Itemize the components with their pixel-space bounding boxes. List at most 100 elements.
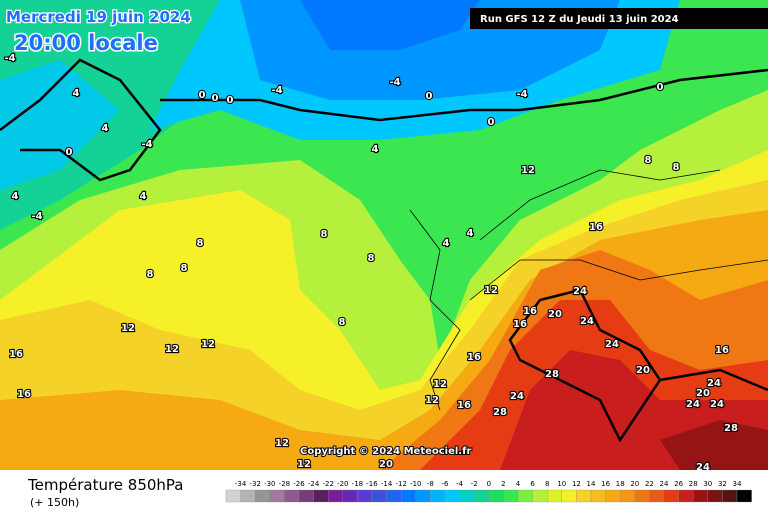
contour-label: 12 — [433, 379, 447, 390]
contour-label: 16 — [715, 345, 729, 356]
scale-label: -4 — [456, 480, 464, 488]
contour-label: 24 — [710, 399, 724, 410]
contour-label: 8 — [339, 317, 346, 328]
contour-label: 4 — [443, 238, 450, 249]
map-background — [0, 0, 768, 470]
scale-cell — [590, 489, 606, 503]
scale-cell — [517, 489, 533, 503]
scale-label: 0 — [487, 480, 491, 488]
contour-label: 16 — [9, 349, 23, 360]
color-scale: -34 -32 -30 -28 -26 -24 -22 -20 -18 -16 -14 -12 -10-… — [225, 480, 752, 503]
contour-label: 12 — [121, 323, 135, 334]
contour-label: 0 — [212, 93, 219, 104]
scale-cell — [722, 489, 738, 503]
scale-label: -34 — [235, 480, 247, 488]
contour-label: -4 — [4, 53, 15, 64]
contour-label: 12 — [275, 438, 289, 449]
contour-label: 0 — [66, 147, 73, 158]
contour-label: -4 — [141, 139, 152, 150]
scale-cell — [269, 489, 285, 503]
contour-labels: -4-4-4-4-4-40 0 0 0000444444488888888121212… — [3, 52, 739, 474]
contour-label: 12 — [201, 339, 215, 350]
contour-label: 4 — [12, 191, 19, 202]
lead-time: (+ 150h) — [30, 496, 79, 509]
scale-label: -22 — [322, 480, 333, 488]
scale-cell — [693, 489, 708, 503]
scale-cell — [649, 489, 665, 503]
contour-label: 24 — [707, 378, 721, 389]
contour-label: 16 — [523, 306, 537, 317]
scale-cell — [736, 489, 752, 503]
scale-cell — [371, 489, 387, 503]
scale-label: 8 — [545, 480, 549, 488]
contour-label: 0 — [657, 82, 664, 93]
scale-cell — [561, 489, 577, 503]
scale-label: 32 — [718, 480, 727, 488]
scale-cell — [415, 489, 431, 503]
contour-label: 8 — [197, 238, 204, 249]
scale-label: -14 — [381, 480, 393, 488]
scale-cell — [313, 489, 329, 503]
contour-label: 12 — [521, 165, 535, 176]
scale-cell — [284, 489, 300, 503]
scale-label: -30 — [264, 480, 275, 488]
scale-label: 14 — [587, 480, 596, 488]
scale-cell — [342, 489, 358, 503]
contour-label: 16 — [589, 222, 603, 233]
contour-label: 8 — [181, 263, 188, 274]
scale-label: 34 — [733, 480, 742, 488]
contour-label: 8 — [147, 269, 154, 280]
contour-label: 8 — [321, 229, 328, 240]
scale-cell — [357, 489, 373, 503]
contour-label: 4 — [102, 123, 109, 134]
contour-label: 12 — [425, 395, 439, 406]
scale-cell — [634, 489, 650, 503]
contour-label: 28 — [545, 369, 559, 380]
scale-label: 24 — [660, 480, 669, 488]
scale-label: -24 — [308, 480, 320, 488]
contour-label: 0 — [426, 91, 433, 102]
scale-label: -10 — [410, 480, 421, 488]
borders — [409, 169, 768, 411]
contour-label: 12 — [165, 344, 179, 355]
scale-cell — [444, 489, 460, 503]
scale-label: 2 — [501, 480, 505, 488]
contour-label: 24 — [510, 391, 524, 402]
run-box — [470, 8, 768, 29]
footer-title: Température 850hPa — [27, 476, 184, 494]
scale-label: -20 — [337, 480, 348, 488]
scale-label: -28 — [279, 480, 290, 488]
scale-label: -32 — [249, 480, 260, 488]
contour-label: -4 — [516, 89, 527, 100]
date: Mercredi 19 juin 2024 — [6, 8, 191, 26]
scale-label: 22 — [645, 480, 654, 488]
scale-label: -16 — [366, 480, 378, 488]
scale-label: 4 — [516, 480, 521, 488]
scale-cell — [386, 489, 402, 503]
contour-label: 20 — [696, 388, 710, 399]
scale-label: 26 — [674, 480, 683, 488]
contour-label: -4 — [389, 77, 400, 88]
scale-cell — [605, 489, 621, 503]
contour-label: 24 — [605, 339, 619, 350]
scale-label: -6 — [442, 480, 450, 488]
scale-cell — [240, 489, 256, 503]
scale-cell — [430, 489, 446, 503]
contour-label: 20 — [379, 459, 393, 470]
scale-label: 12 — [572, 480, 581, 488]
scale-cell — [663, 489, 679, 503]
scale-cell — [328, 489, 343, 503]
scale-cell — [459, 489, 475, 503]
contour-label: 24 — [580, 316, 594, 327]
scale-label: 28 — [689, 480, 698, 488]
scale-cell — [620, 489, 635, 503]
copyright: Copyright © 2024 Meteociel.fr — [300, 446, 471, 457]
contour-label: 16 — [513, 319, 527, 330]
scale-label: -18 — [352, 480, 363, 488]
contour-label: -4 — [31, 211, 42, 222]
time: 20:00 locale — [14, 31, 158, 55]
contour-label: 24 — [686, 399, 700, 410]
scale-cell — [707, 489, 723, 503]
contour-label: 20 — [548, 309, 562, 320]
